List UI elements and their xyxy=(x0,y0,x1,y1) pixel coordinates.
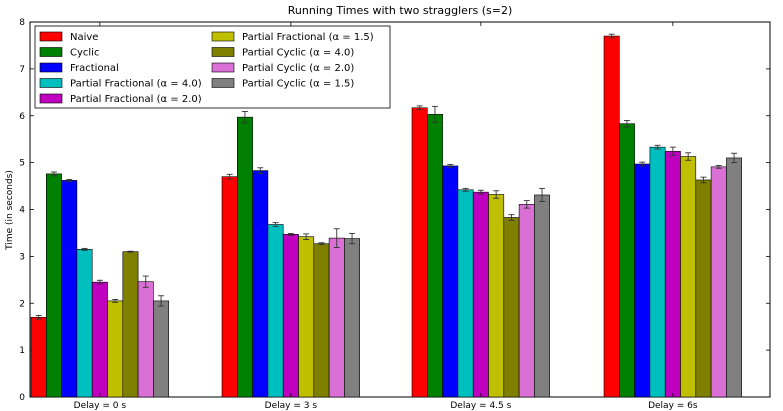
legend-swatch xyxy=(211,47,235,57)
legend-swatch xyxy=(211,78,235,88)
legend-label: Partial Fractional (α = 4.0) xyxy=(70,79,202,90)
y-tick-label: 2 xyxy=(19,299,25,309)
bar xyxy=(313,243,330,398)
x-tick-label: Delay = 6s xyxy=(648,401,698,411)
bar xyxy=(91,281,108,398)
legend-label: Cyclic xyxy=(70,48,99,59)
bar xyxy=(695,179,712,398)
bar xyxy=(282,234,299,398)
bar xyxy=(503,217,520,398)
y-axis-label: Time (in seconds) xyxy=(5,170,15,251)
legend-label: Partial Cyclic (α = 4.0) xyxy=(242,48,354,59)
bar xyxy=(457,189,474,398)
x-tick-label: Delay = 0 s xyxy=(74,401,127,411)
legend-label: Partial Cyclic (α = 2.0) xyxy=(242,63,354,74)
bar xyxy=(649,146,666,398)
bar xyxy=(710,166,727,398)
legend-swatch xyxy=(39,47,63,57)
bar xyxy=(442,165,459,398)
y-tick-label: 8 xyxy=(19,18,25,28)
legend-label: Fractional xyxy=(70,63,119,74)
bar xyxy=(488,194,505,398)
bar xyxy=(221,176,238,398)
legend-swatch xyxy=(39,62,63,73)
x-tick-label: Delay = 3 s xyxy=(265,401,318,411)
bar xyxy=(76,249,93,398)
bar xyxy=(30,317,47,398)
legend-swatch xyxy=(211,62,235,73)
x-tick-label: Delay = 4.5 s xyxy=(450,401,511,411)
legend: Naive Cyclic Fractional Partial Fractional … xyxy=(34,25,391,109)
y-tick-label: 6 xyxy=(19,112,25,122)
bar xyxy=(411,107,428,398)
y-tick-label: 0 xyxy=(19,393,25,403)
y-tick-label: 5 xyxy=(19,159,25,169)
bar xyxy=(298,236,315,398)
bar xyxy=(61,180,78,398)
y-tick-label: 3 xyxy=(19,252,25,262)
legend-swatch xyxy=(39,93,63,104)
bar xyxy=(122,251,139,398)
bar xyxy=(618,123,635,398)
legend-swatch xyxy=(211,31,235,42)
bar xyxy=(153,300,169,398)
bar xyxy=(107,300,124,398)
bar xyxy=(267,224,284,398)
plot-area: 0 1 2 3 4 5 6 7 8 Delay = 0 s Delay = 3 s Delay = 4… xyxy=(19,18,771,411)
legend-label: Partial Cyclic (α = 1.5) xyxy=(242,79,354,90)
bar xyxy=(518,204,535,398)
y-tick-label: 1 xyxy=(19,346,25,356)
bar xyxy=(137,281,154,398)
bar xyxy=(664,151,681,398)
y-tick-label: 4 xyxy=(19,206,25,216)
bar xyxy=(426,114,443,398)
bar xyxy=(726,157,743,398)
bar xyxy=(328,237,345,398)
y-tick-label: 7 xyxy=(19,65,25,75)
bar xyxy=(252,170,269,398)
legend-label: Naive xyxy=(70,32,98,43)
bar xyxy=(472,191,489,398)
legend-swatch xyxy=(39,31,63,42)
bar xyxy=(344,238,360,398)
bar xyxy=(534,194,551,398)
bar xyxy=(45,173,62,398)
bar xyxy=(634,163,651,398)
bar xyxy=(237,116,253,398)
legend-label: Partial Fractional (α = 1.5) xyxy=(242,32,374,43)
bar xyxy=(603,35,620,398)
chart-title: Running Times with two stragglers (s=2) xyxy=(288,4,512,17)
bar xyxy=(680,156,697,398)
legend-label: Partial Fractional (α = 2.0) xyxy=(70,94,202,105)
legend-swatch xyxy=(39,78,63,88)
